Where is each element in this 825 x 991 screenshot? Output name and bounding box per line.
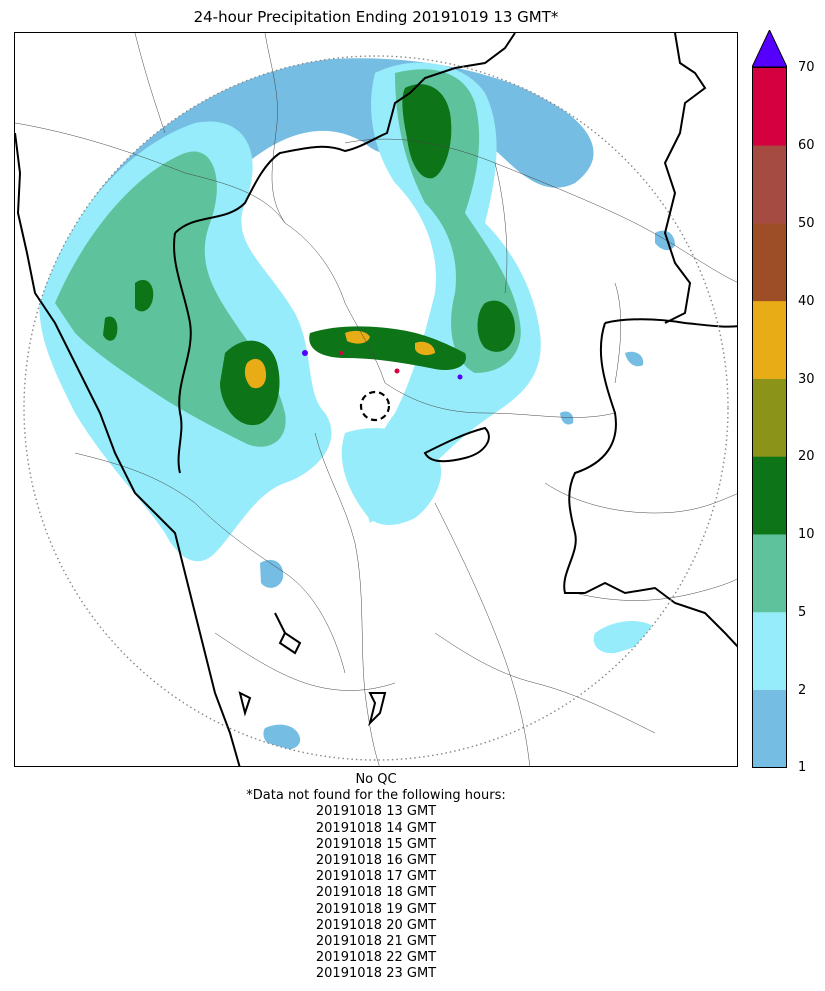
colorbar-bin: [752, 689, 787, 768]
colorbar-bins: [752, 67, 787, 768]
qc-note: No QC: [355, 772, 397, 787]
missing-hour: 20191018 17 GMT: [315, 869, 437, 885]
colorbar-tick-label: 1: [798, 760, 807, 775]
colorbar-tick-label: 70: [798, 60, 815, 75]
colorbar-bin: [752, 378, 787, 457]
colorbar-bin: [752, 300, 787, 379]
colorbar-tick-label: 20: [798, 449, 815, 464]
colorbar-tick-label: 60: [798, 138, 815, 153]
missing-hour: 20191018 13 GMT: [315, 804, 437, 820]
colorbar-bin: [752, 145, 787, 224]
missing-hour: 20191018 16 GMT: [315, 853, 437, 869]
missing-hour: 20191018 14 GMT: [315, 820, 437, 836]
colorbar-tick-label: 50: [798, 216, 815, 231]
district-boundaries: [15, 33, 737, 766]
missing-hour: 20191018 22 GMT: [315, 950, 437, 966]
colorbar-tick-label: 2: [798, 683, 807, 698]
map-title: 24-hour Precipitation Ending 20191019 13…: [193, 8, 559, 26]
missing-hour: 20191018 18 GMT: [315, 885, 437, 901]
precipitation-map: [14, 32, 738, 767]
radar-site-marker: [359, 390, 391, 422]
colorbar-tick-label: 10: [798, 527, 815, 542]
colorbar-tick-label: 40: [798, 294, 815, 309]
missing-data-header: *Data not found for the following hours:: [246, 788, 506, 804]
colorbar-ticks: [786, 67, 787, 768]
colorbar-bin: [752, 534, 787, 613]
colorbar-outline: [752, 67, 787, 768]
map-canvas: [15, 33, 737, 766]
colorbar-bin: [752, 67, 787, 146]
range-ring: [23, 55, 729, 761]
colorbar-bin: [752, 611, 787, 691]
footnotes: No QC *Data not found for the following …: [14, 772, 738, 983]
colorbar-bin: [752, 223, 787, 302]
precipitation-field: [35, 58, 675, 751]
colorbar: [752, 30, 787, 768]
missing-hour: 20191018 19 GMT: [315, 901, 437, 917]
colorbar-over-arrow: [752, 30, 787, 68]
colorbar-tick-label: 5: [798, 605, 807, 620]
missing-hour: 20191018 21 GMT: [315, 934, 437, 950]
colorbar-bin: [752, 456, 787, 535]
missing-hour: 20191018 15 GMT: [315, 836, 437, 852]
state-boundaries: [15, 33, 737, 766]
missing-hour: 20191018 20 GMT: [315, 917, 437, 933]
colorbar-tick-label: 30: [798, 372, 815, 387]
missing-hour: 20191018 23 GMT: [315, 966, 437, 982]
